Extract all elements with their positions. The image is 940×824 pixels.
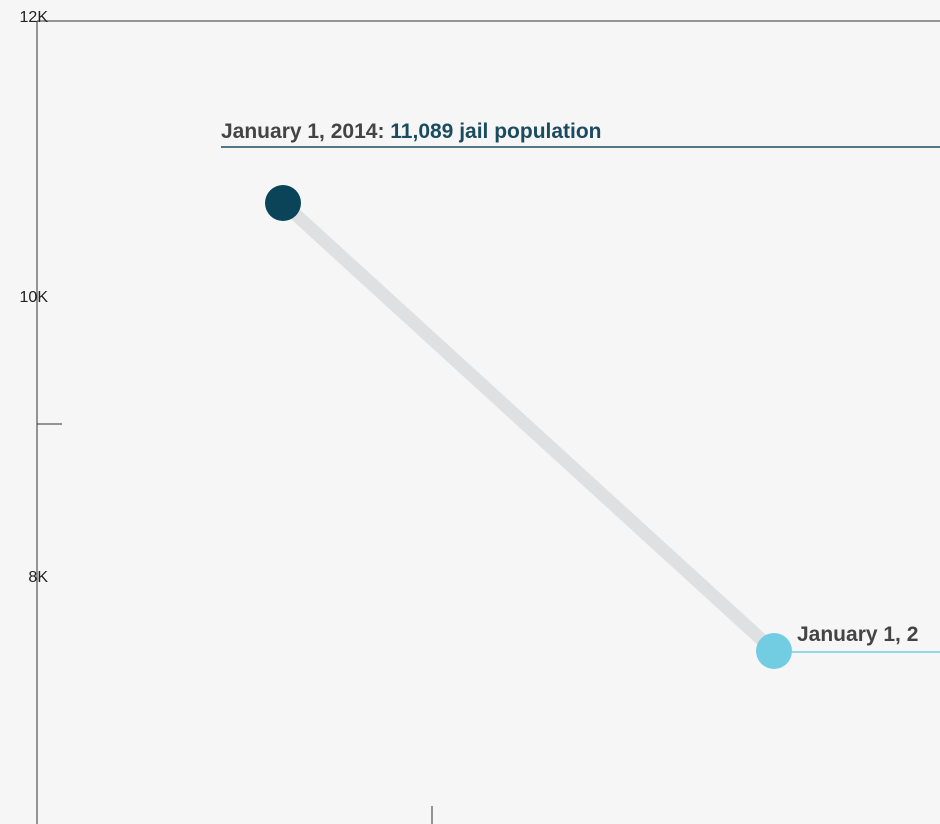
start-annotation-label: January 1, 2014: 11,089 jail population xyxy=(221,120,602,143)
y-tick-label: 8K xyxy=(28,569,48,586)
data-marks xyxy=(265,185,792,669)
y-tick-label: 12K xyxy=(20,9,49,26)
connector-line xyxy=(276,196,781,658)
annotations: January 1, 2014: 11,089 jail populationJ… xyxy=(221,120,940,653)
y-tick-label: 10K xyxy=(20,289,49,306)
start-point xyxy=(265,185,301,221)
start-annotation-value: 11,089 jail population xyxy=(390,120,601,143)
y-axis: 12K 10K 8K xyxy=(20,9,940,824)
start-annotation-separator: : xyxy=(377,120,390,143)
end-annotation-date: January 1, 2 xyxy=(797,623,918,646)
end-annotation-label: January 1, 2 xyxy=(797,623,918,646)
start-annotation-date: January 1, 2014 xyxy=(221,120,378,143)
end-point xyxy=(756,633,792,669)
